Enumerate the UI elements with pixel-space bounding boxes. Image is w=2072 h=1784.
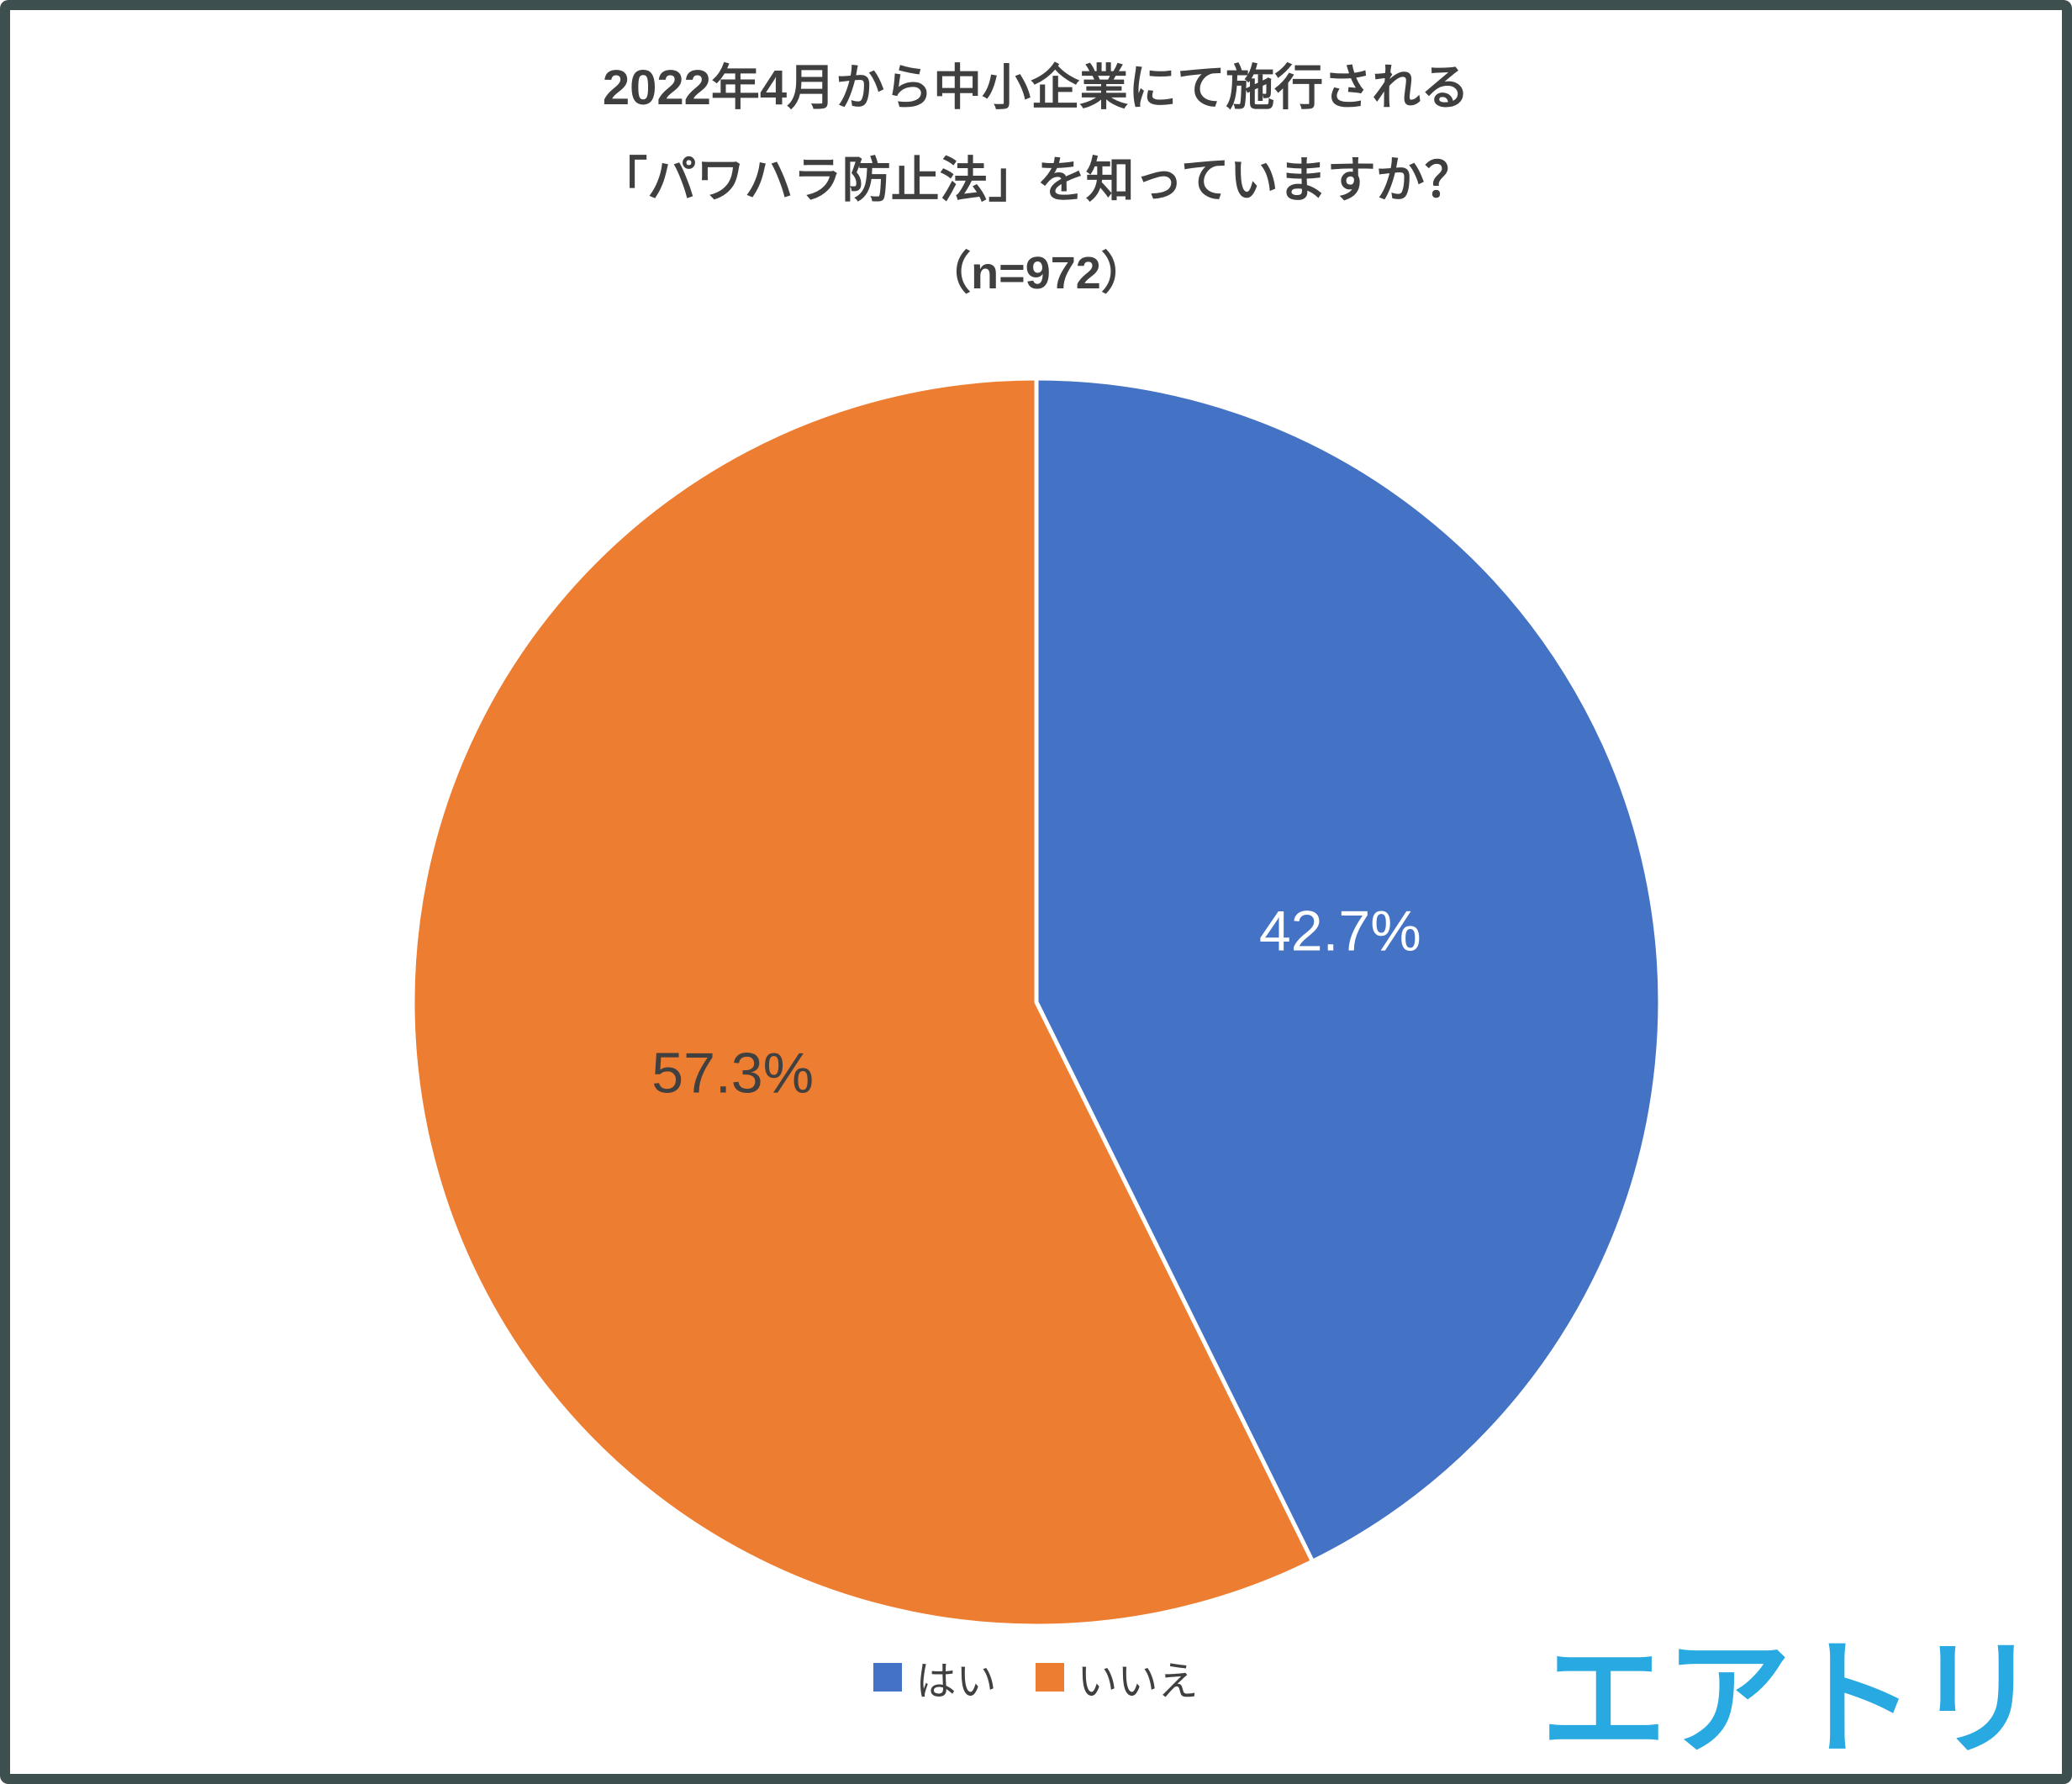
legend-label-no: いいえ bbox=[1077, 1660, 1199, 1704]
legend-label-yes: はい bbox=[915, 1660, 997, 1704]
pie-chart-area: 42.7% 57.3% bbox=[398, 363, 1675, 1641]
pie-chart: 42.7% 57.3% bbox=[410, 376, 1662, 1628]
pie-slice-0 bbox=[1034, 376, 1662, 1564]
pie-slice-1 bbox=[410, 376, 1315, 1628]
legend-item-yes: はい bbox=[873, 1648, 997, 1707]
legend-swatch-no bbox=[1035, 1663, 1064, 1692]
pie-data-label-0: 42.7% bbox=[1258, 900, 1421, 963]
legend: はい いいえ bbox=[10, 1648, 2062, 1707]
pie-data-label-1: 57.3% bbox=[651, 1041, 814, 1105]
legend-item-no: いいえ bbox=[1035, 1648, 1199, 1707]
chart-sample-size: （n=972） bbox=[925, 248, 1147, 298]
chart-title-line-2: 「パワハラ防止法」を知っていますか？ bbox=[598, 153, 1474, 208]
legend-swatch-yes bbox=[873, 1663, 903, 1692]
chart-title: 2022年4月から中小企業にて施行される 「パワハラ防止法」を知っていますか？ … bbox=[10, 42, 2062, 319]
chart-title-line-1: 2022年4月から中小企業にて施行される bbox=[602, 61, 1470, 115]
airtrip-logo: エアトリ bbox=[1540, 1628, 2040, 1770]
